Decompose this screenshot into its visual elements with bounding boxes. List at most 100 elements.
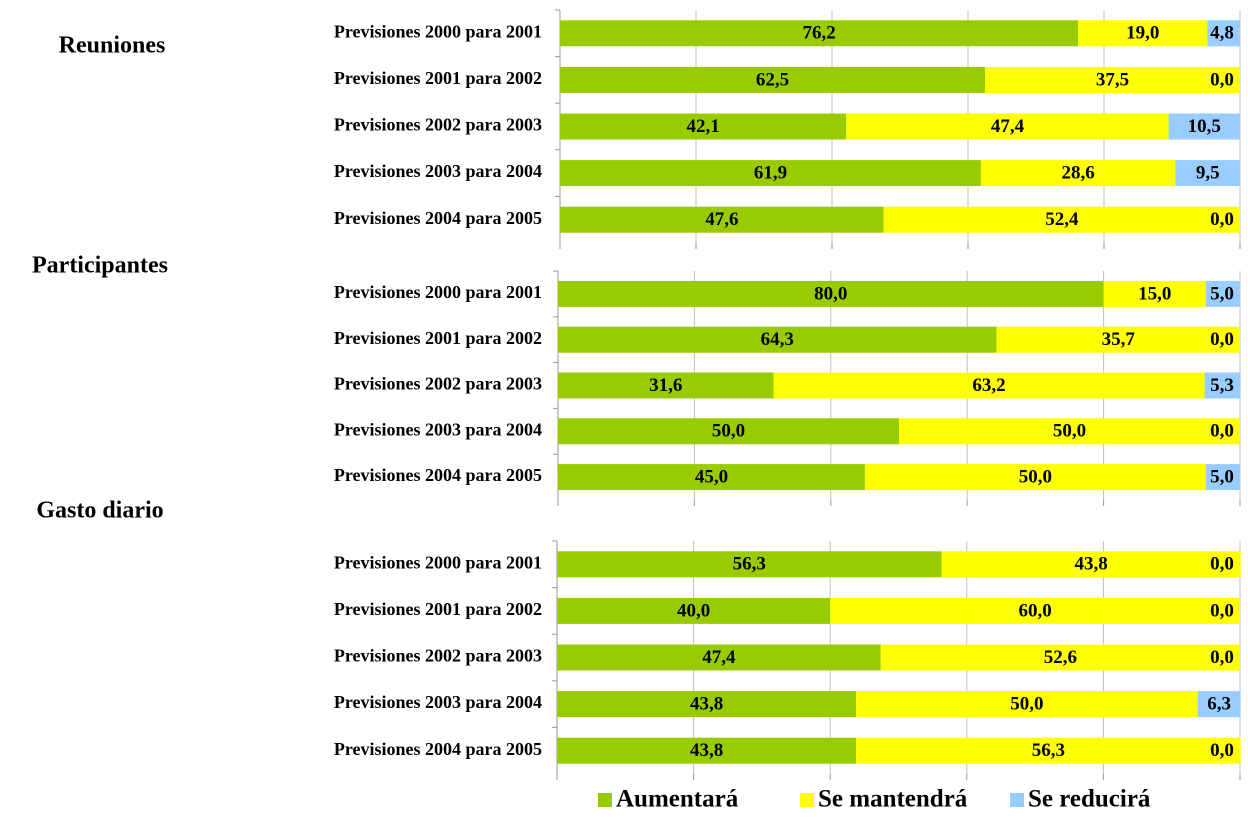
- data-label: 80,0: [814, 283, 847, 304]
- data-label: 43,8: [1074, 554, 1107, 575]
- bar-segment: [1205, 280, 1240, 307]
- data-label: 5,0: [1210, 466, 1234, 487]
- bar-segment: [558, 326, 997, 353]
- bar-segment: [557, 737, 857, 764]
- category-label: Previsiones 2002 para 2003: [334, 374, 542, 394]
- bar-segment: [856, 691, 1198, 718]
- data-label: 31,6: [649, 375, 682, 396]
- data-label: 76,2: [802, 23, 835, 44]
- bar-segment: [1103, 280, 1206, 307]
- data-label: 0,0: [1210, 209, 1234, 230]
- data-label: 43,8: [690, 693, 723, 714]
- bar-segment: [996, 326, 1240, 353]
- category-label: Previsiones 2001 para 2002: [334, 599, 542, 619]
- bar-segment: [1168, 113, 1240, 140]
- legend-swatch: [1010, 793, 1024, 807]
- data-label: 0,0: [1210, 600, 1234, 621]
- data-label: 63,2: [972, 375, 1005, 396]
- data-label: 47,4: [991, 116, 1025, 137]
- bar-segment: [558, 464, 865, 491]
- data-label: 4,8: [1210, 23, 1234, 44]
- category-label: Previsiones 2001 para 2002: [334, 328, 542, 348]
- data-label: 56,3: [1032, 740, 1065, 761]
- panel-title: Gasto diario: [36, 498, 163, 524]
- bar-segment: [830, 597, 1240, 624]
- bar-segment: [883, 206, 1240, 233]
- bar-segment: [1175, 160, 1240, 187]
- data-label: 0,0: [1210, 554, 1234, 575]
- data-label: 50,0: [1019, 466, 1052, 487]
- bar-segment: [560, 20, 1079, 47]
- data-label: 64,3: [761, 329, 794, 350]
- data-label: 0,0: [1210, 740, 1234, 761]
- category-label: Previsiones 2000 para 2001: [334, 282, 542, 302]
- data-label: 19,0: [1126, 23, 1159, 44]
- data-label: 47,6: [705, 209, 738, 230]
- category-label: Previsiones 2002 para 2003: [334, 115, 542, 135]
- bar-segment: [880, 644, 1240, 671]
- data-label: 10,5: [1188, 116, 1221, 137]
- bar-segment: [557, 691, 857, 718]
- data-label: 43,8: [690, 740, 723, 761]
- data-label: 42,1: [687, 116, 720, 137]
- category-label: Previsiones 2001 para 2002: [334, 68, 542, 88]
- data-label: 0,0: [1210, 421, 1234, 442]
- data-label: 45,0: [695, 466, 728, 487]
- data-label: 0,0: [1210, 647, 1234, 668]
- bar-segment: [560, 113, 847, 140]
- category-label: Previsiones 2003 para 2004: [334, 161, 542, 181]
- data-label: 6,3: [1207, 693, 1231, 714]
- bar-segment: [864, 464, 1206, 491]
- bar-segment: [558, 372, 774, 399]
- bar-segment: [899, 418, 1240, 445]
- bar-segment: [557, 644, 881, 671]
- bar-segment: [985, 66, 1240, 93]
- legend-swatch: [800, 793, 814, 807]
- category-label: Previsiones 2000 para 2001: [334, 552, 542, 572]
- bar-segment: [1204, 372, 1241, 399]
- bar-segment: [1205, 464, 1240, 491]
- bar-segment: [557, 551, 942, 578]
- bar-segment: [560, 206, 884, 233]
- bar-segment: [1197, 691, 1241, 718]
- data-label: 52,4: [1045, 209, 1079, 230]
- data-label: 47,4: [702, 647, 736, 668]
- category-label: Previsiones 2000 para 2001: [334, 21, 542, 41]
- data-label: 0,0: [1210, 329, 1234, 350]
- data-label: 56,3: [733, 554, 766, 575]
- category-label: Previsiones 2004 para 2005: [334, 208, 542, 228]
- data-label: 40,0: [677, 600, 710, 621]
- category-label: Previsiones 2002 para 2003: [334, 646, 542, 666]
- legend-label: Se reducirá: [1028, 786, 1151, 813]
- data-label: 37,5: [1096, 69, 1129, 90]
- bar-segment: [1078, 20, 1208, 47]
- bar-segment: [846, 113, 1169, 140]
- bar-segment: [856, 737, 1241, 764]
- panel-title: Participantes: [32, 253, 168, 279]
- bar-segment: [773, 372, 1205, 399]
- bar-segment: [941, 551, 1241, 578]
- category-label: Previsiones 2004 para 2005: [334, 739, 542, 759]
- data-label: 50,0: [712, 421, 745, 442]
- data-label: 5,0: [1210, 283, 1234, 304]
- data-label: 60,0: [1018, 600, 1051, 621]
- bar-segment: [1207, 20, 1240, 47]
- legend-swatch: [598, 793, 612, 807]
- bar-segment: [560, 66, 985, 93]
- data-label: 28,6: [1062, 162, 1095, 183]
- data-label: 61,9: [754, 162, 787, 183]
- category-label: Previsiones 2003 para 2004: [334, 419, 542, 439]
- data-label: 62,5: [756, 69, 789, 90]
- bar-segment: [558, 418, 899, 445]
- category-label: Previsiones 2004 para 2005: [334, 465, 542, 485]
- data-label: 50,0: [1010, 693, 1043, 714]
- data-label: 15,0: [1138, 283, 1171, 304]
- bar-segment: [980, 160, 1176, 187]
- panel-title: Reuniones: [59, 33, 166, 59]
- legend-label: Se mantendrá: [818, 786, 968, 813]
- bar-segment: [557, 597, 831, 624]
- data-label: 35,7: [1102, 329, 1136, 350]
- legend-label: Aumentará: [616, 786, 739, 813]
- data-label: 5,3: [1210, 375, 1234, 396]
